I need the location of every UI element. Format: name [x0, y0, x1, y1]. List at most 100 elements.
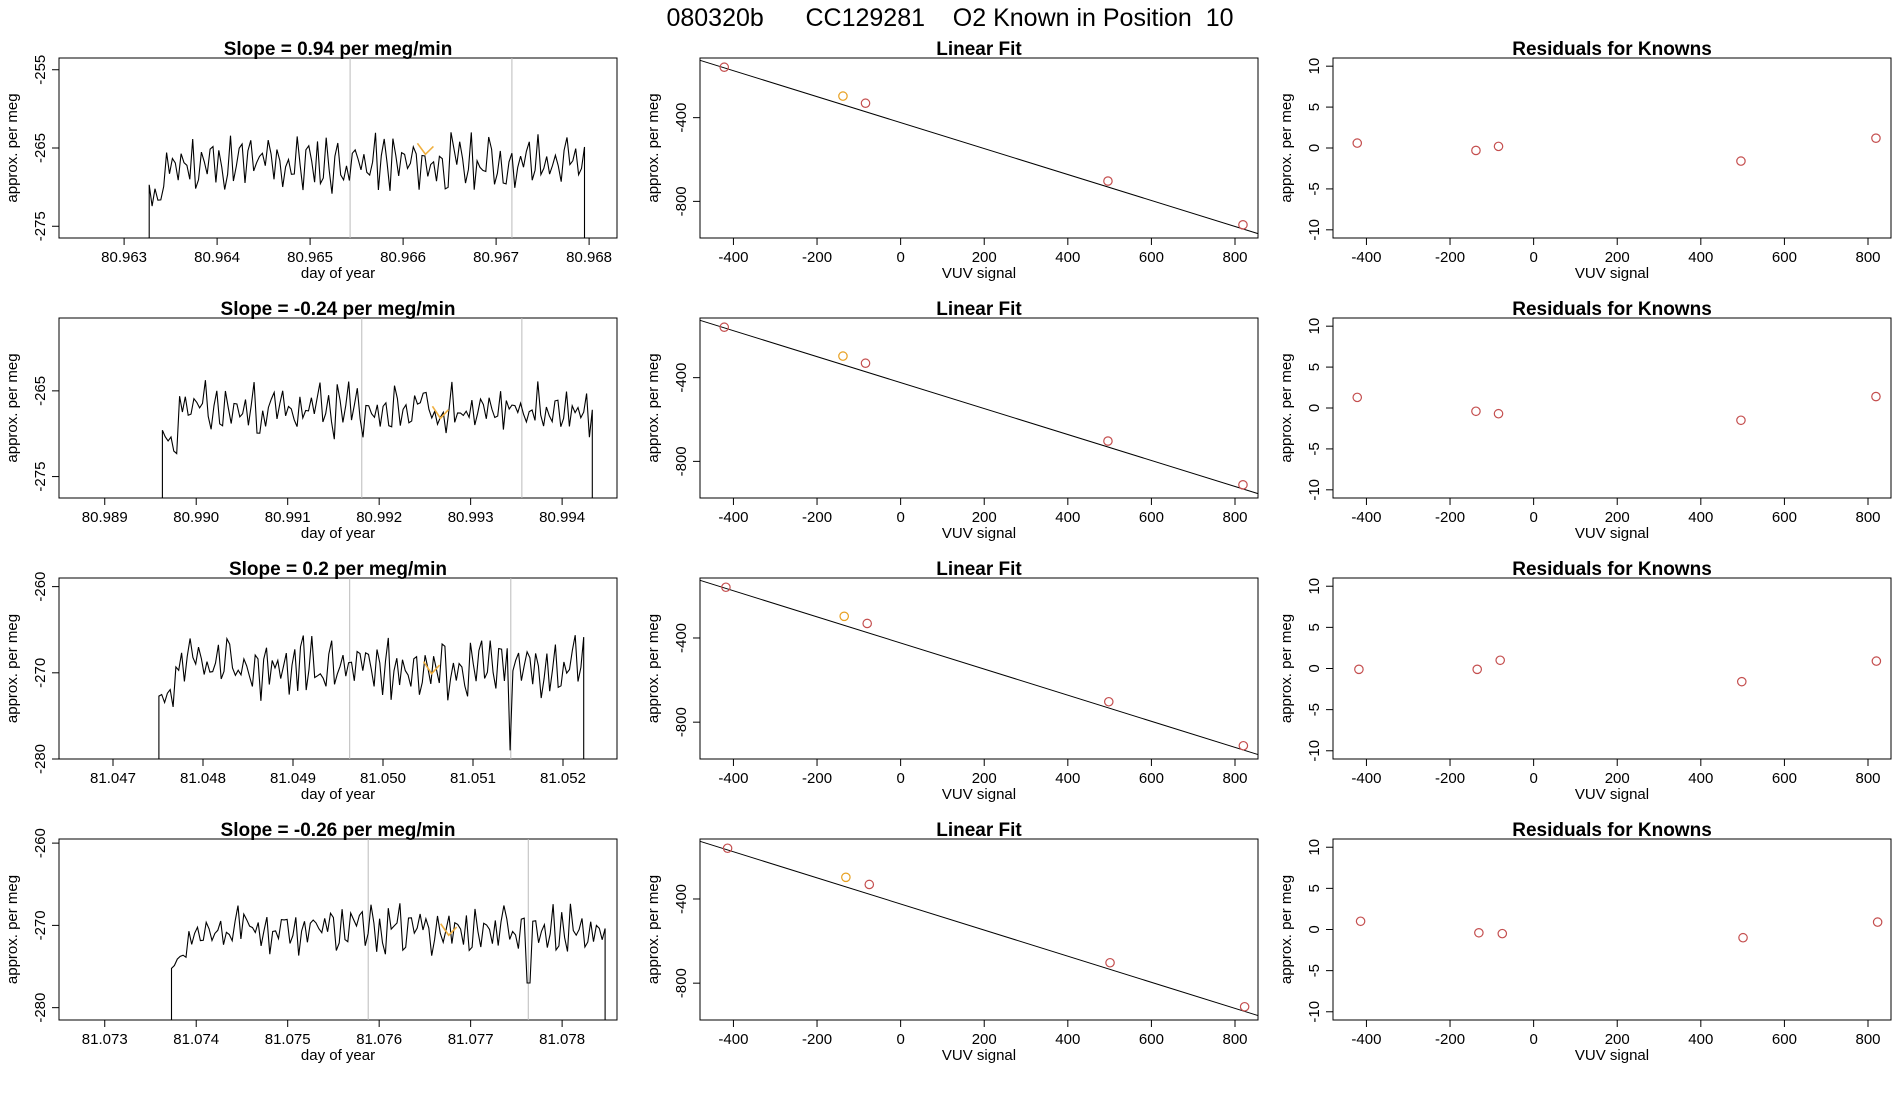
- y-tick-label: 5: [1306, 884, 1323, 892]
- data-point: [841, 872, 851, 883]
- y-axis-label: approx. per meg: [645, 875, 662, 984]
- x-tick-label: -200: [802, 770, 832, 787]
- x-tick-label: -200: [802, 249, 832, 266]
- x-tick-label: 0: [896, 770, 904, 787]
- x-tick-label: 400: [1055, 249, 1080, 266]
- panel-1-1: -400 -200 0 200 400 600 800 -800 -400 Linear Fit V…: [645, 299, 1259, 542]
- y-tick-label: -400: [673, 363, 690, 393]
- data-point: [1472, 664, 1483, 675]
- x-tick-label: -400: [1351, 1031, 1381, 1048]
- y-tick-label: 5: [1306, 363, 1323, 371]
- highlight-segment: [431, 405, 450, 420]
- y-tick-label: 10: [1306, 578, 1323, 595]
- data-point: [838, 351, 848, 361]
- x-axis-label: day of year: [301, 265, 375, 282]
- x-tick-label: 0: [1529, 770, 1537, 787]
- data-point: [1105, 957, 1115, 968]
- data-point: [1871, 391, 1881, 402]
- fit-line: [699, 840, 1259, 1017]
- data-point: [839, 611, 850, 622]
- plot-frame: [58, 317, 618, 499]
- y-tick-label: -255: [32, 55, 49, 85]
- y-axis-label: approx. per meg: [645, 93, 662, 202]
- panel-title: Slope = 0.2 per meg/min: [229, 559, 447, 580]
- x-tick-label: -200: [1435, 249, 1465, 266]
- x-tick-label: 800: [1222, 509, 1247, 526]
- x-tick-label: 600: [1139, 770, 1164, 787]
- x-axis-label: VUV signal: [942, 786, 1016, 803]
- data-point: [1103, 696, 1114, 707]
- plot-frame: [58, 577, 618, 760]
- x-tick-label: -400: [718, 770, 748, 787]
- panel-2-2: -400 -200 0 200 400 600 800 -10 -5 0 5 10 Residuals …: [1278, 559, 1892, 803]
- x-tick-label: 80.966: [380, 249, 426, 266]
- x-tick-label: 81.074: [173, 1031, 219, 1048]
- x-axis-label: VUV signal: [942, 1047, 1016, 1064]
- y-tick-label: -275: [32, 462, 49, 492]
- x-tick-label: 80.994: [539, 509, 585, 526]
- data-point: [1239, 1001, 1250, 1012]
- panel-0-1: -400 -200 0 200 400 600 800 -800 -400 Linear Fit V…: [645, 39, 1259, 282]
- x-tick-label: 400: [1688, 509, 1713, 526]
- x-tick-label: 81.047: [90, 770, 136, 787]
- y-tick-label: -800: [673, 186, 690, 216]
- x-tick-label: 81.052: [540, 770, 586, 787]
- data-point: [1493, 408, 1504, 419]
- x-tick-label: 400: [1688, 770, 1713, 787]
- x-tick-label: 800: [1855, 249, 1880, 266]
- x-axis-label: day of year: [301, 1047, 375, 1064]
- y-axis-label: approx. per meg: [4, 875, 21, 984]
- x-tick-label: -400: [718, 249, 748, 266]
- y-axis-label: approx. per meg: [645, 353, 662, 462]
- y-axis-label: approx. per meg: [1278, 614, 1295, 723]
- signal-trace: [158, 635, 585, 759]
- panel-1-2: -400 -200 0 200 400 600 800 -10 -5 0 5 10 Residuals …: [1278, 299, 1892, 542]
- panel-title: Residuals for Knowns: [1512, 559, 1712, 580]
- y-tick-label: -400: [673, 884, 690, 914]
- x-tick-label: 80.965: [287, 249, 333, 266]
- panel-title: Slope = -0.26 per meg/min: [221, 820, 456, 841]
- x-axis-label: day of year: [301, 786, 375, 803]
- data-point: [721, 582, 731, 593]
- data-point: [1471, 406, 1481, 417]
- panel-title: Linear Fit: [936, 559, 1022, 580]
- data-point: [1355, 916, 1366, 927]
- x-tick-label: 200: [972, 1031, 997, 1048]
- panel-title: Slope = 0.94 per meg/min: [224, 39, 453, 60]
- y-axis-label: approx. per meg: [1278, 93, 1295, 202]
- y-axis-label: approx. per meg: [645, 614, 662, 723]
- x-tick-label: 800: [1855, 770, 1880, 787]
- signal-trace: [170, 903, 606, 1020]
- plot-frame: [1332, 838, 1892, 1021]
- x-tick-label: 80.989: [82, 509, 128, 526]
- y-axis-label: approx. per meg: [4, 614, 21, 723]
- data-point: [1352, 392, 1363, 403]
- x-tick-label: 800: [1222, 770, 1247, 787]
- data-point: [1871, 133, 1881, 143]
- x-tick-label: 81.048: [180, 770, 226, 787]
- x-tick-label: 0: [1529, 249, 1537, 266]
- signal-trace: [161, 380, 593, 498]
- data-point: [1471, 145, 1481, 156]
- y-tick-label: 5: [1306, 623, 1323, 631]
- x-tick-label: 200: [1605, 509, 1630, 526]
- x-tick-label: 600: [1139, 249, 1164, 266]
- x-tick-label: 0: [1529, 509, 1537, 526]
- panel-title: Residuals for Knowns: [1512, 39, 1712, 60]
- x-tick-label: 200: [1605, 770, 1630, 787]
- x-axis-label: VUV signal: [1575, 1047, 1649, 1064]
- fit-line: [699, 59, 1259, 235]
- x-tick-label: 81.050: [360, 770, 406, 787]
- y-tick-label: -10: [1306, 740, 1323, 762]
- x-tick-label: 0: [896, 509, 904, 526]
- x-tick-label: 80.990: [173, 509, 219, 526]
- panel-title: Slope = -0.24 per meg/min: [221, 299, 456, 320]
- x-tick-label: 400: [1688, 1031, 1713, 1048]
- x-tick-label: -200: [1435, 1031, 1465, 1048]
- page-title: 080320b CC129281 O2 Known in Position 10: [666, 4, 1234, 32]
- x-tick-label: -400: [718, 1031, 748, 1048]
- fit-line: [699, 319, 1259, 495]
- y-tick-label: -280: [32, 993, 49, 1023]
- plot-frame: [1332, 577, 1892, 760]
- highlight-segment: [440, 923, 458, 937]
